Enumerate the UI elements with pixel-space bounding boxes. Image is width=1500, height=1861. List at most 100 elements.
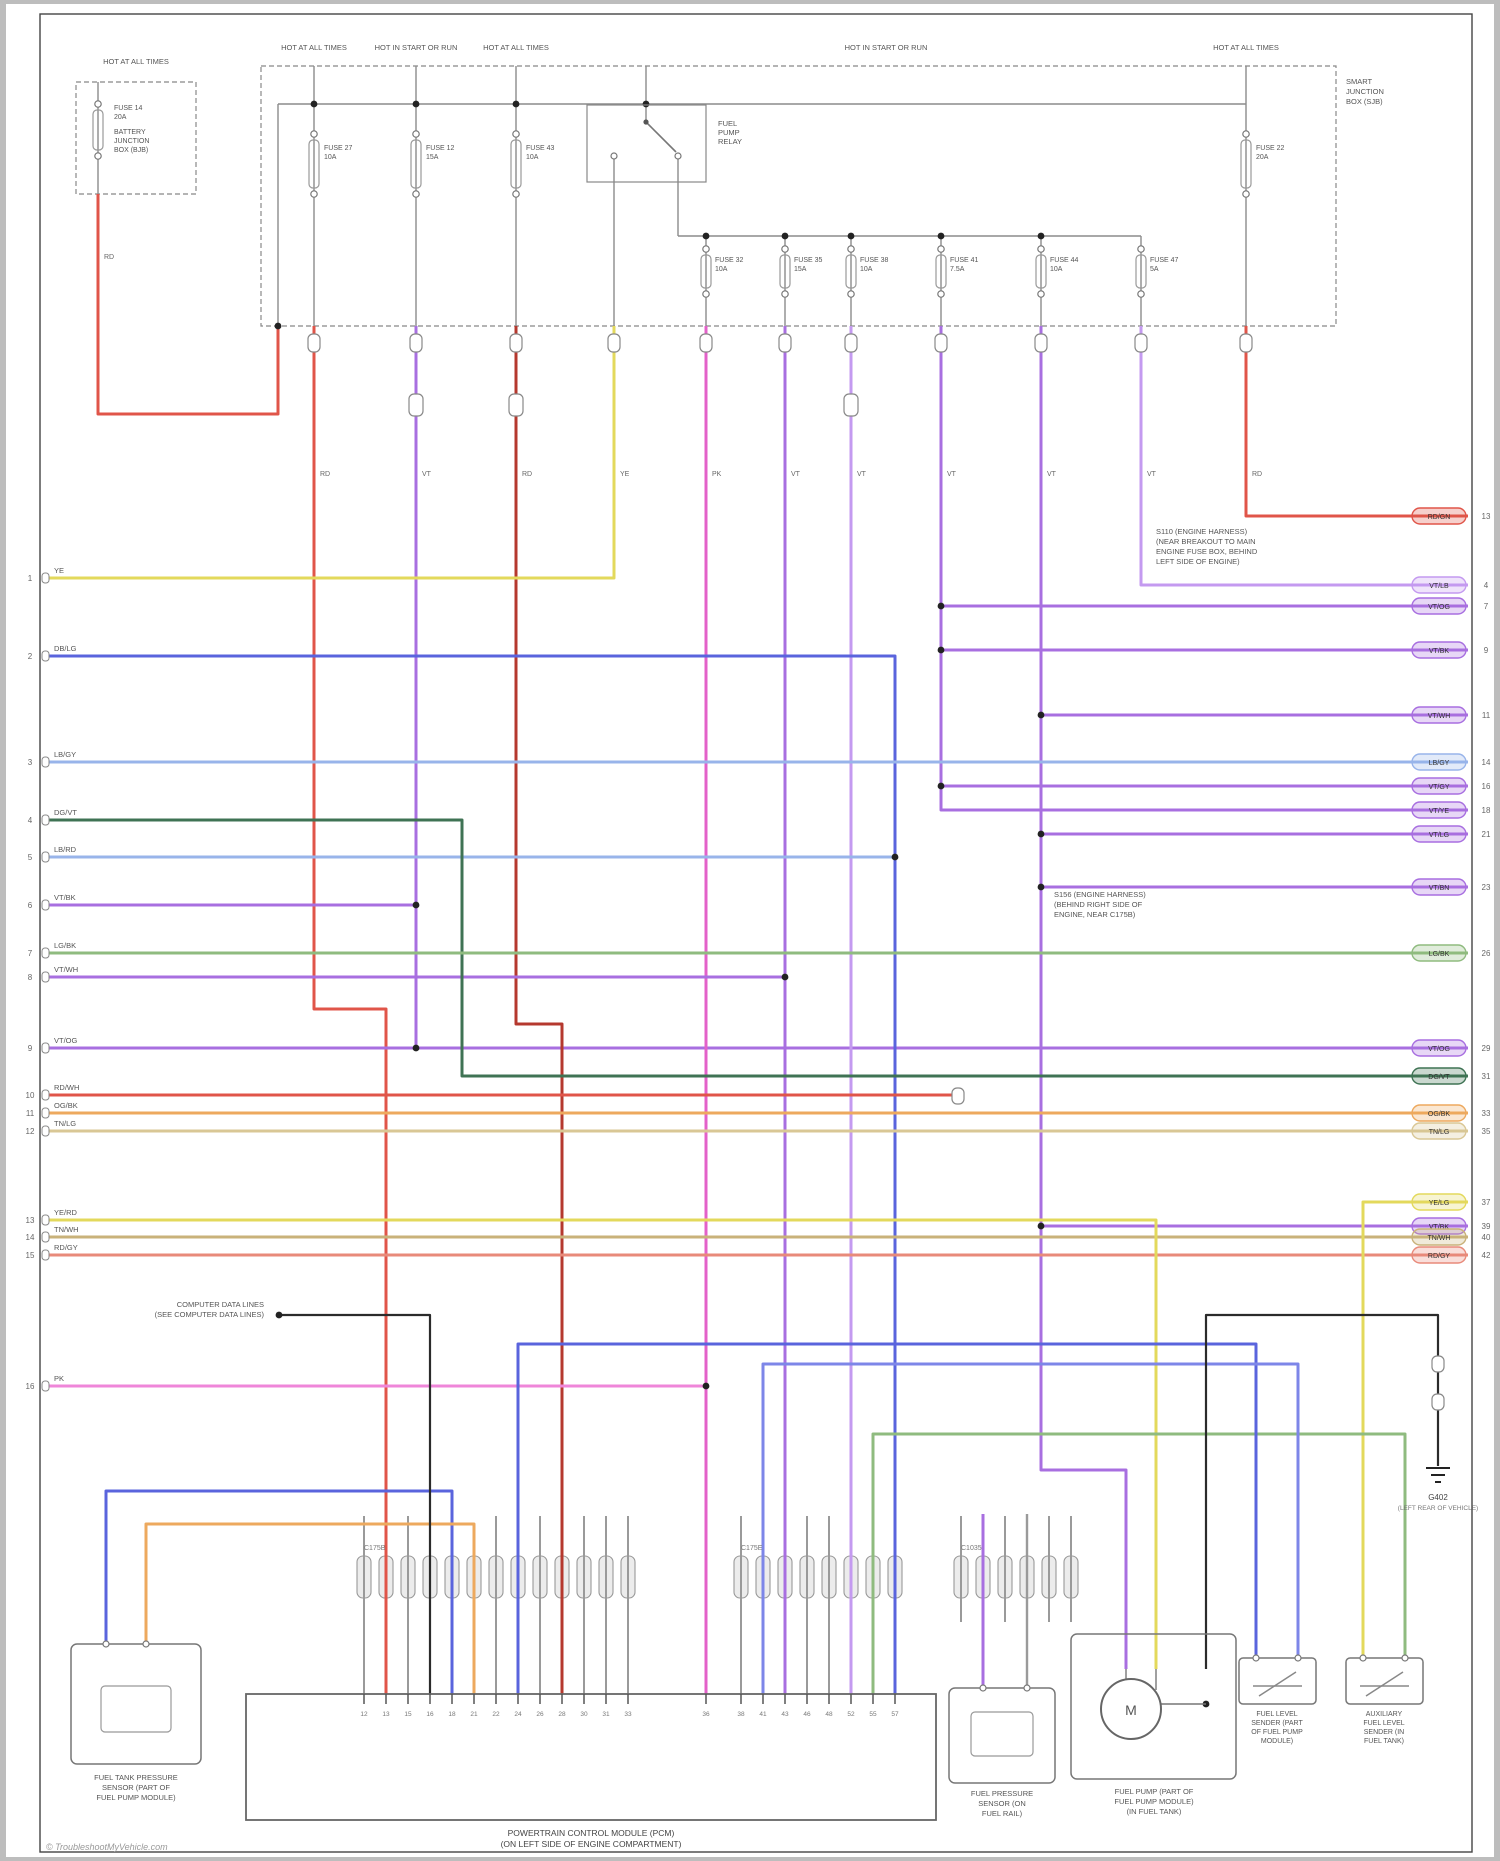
- splice-note: S156 (ENGINE HARNESS): [1054, 890, 1146, 899]
- left-wire-code: LB/GY: [54, 750, 76, 759]
- inline-connector: [844, 333, 858, 353]
- left-wire-code: OG/BK: [54, 1101, 78, 1110]
- left-wire-code: TN/LG: [54, 1119, 76, 1128]
- power-feed-label: HOT AT ALL TIMES: [103, 57, 169, 66]
- fps-element: [970, 1711, 1034, 1757]
- fuse-terminal: [1137, 290, 1145, 298]
- wire-code: RD: [1252, 471, 1262, 478]
- inline-connector: [1134, 333, 1148, 353]
- fuel-pump-label: FUEL PUMP (PART OF: [1115, 1787, 1194, 1796]
- wire-code: VT: [947, 471, 957, 478]
- edge-connector: [41, 971, 50, 983]
- inline-connector: [699, 333, 713, 353]
- connector-code: C175E: [741, 1545, 763, 1552]
- fps-box: [948, 1687, 1056, 1784]
- wire-code-pill: [1411, 597, 1467, 615]
- right-wire-code: VT/GY: [1428, 784, 1449, 791]
- right-pin-number: 4: [1484, 581, 1489, 590]
- fuse-label: 10A: [324, 154, 337, 161]
- right-pin-number: 26: [1482, 949, 1491, 958]
- right-wire-code: OG/BK: [1428, 1111, 1451, 1118]
- left-wire-code: VT/OG: [54, 1036, 78, 1045]
- wire-red-22: [1244, 326, 1468, 518]
- left-wire-code: YE/RD: [54, 1208, 78, 1217]
- splice-note: ENGINE, NEAR C175B): [1054, 910, 1136, 919]
- fuse-terminal: [412, 190, 420, 198]
- splice-dot: [937, 232, 945, 240]
- left-pin-number: 8: [28, 973, 33, 982]
- edge-connector: [41, 1042, 50, 1054]
- inline-connector: [778, 333, 792, 353]
- pcm-pin-number: 15: [404, 1711, 412, 1718]
- right-wire-code: VT/BK: [1429, 648, 1450, 655]
- wire-code: PK: [712, 471, 722, 478]
- inline-connector: [307, 333, 321, 353]
- splice-note: LEFT SIDE OF ENGINE): [1156, 557, 1240, 566]
- fuse-terminal: [781, 290, 789, 298]
- right-pin-number: 11: [1482, 711, 1491, 720]
- right-wire-code: VT/OG: [1428, 604, 1450, 611]
- splice-dot: [1037, 232, 1045, 240]
- left-wire-code: LB/RD: [54, 845, 77, 854]
- fuel-level-sender-label: OF FUEL PUMP: [1251, 1729, 1303, 1736]
- relay-label: RELAY: [718, 137, 742, 146]
- fuse-label: FUSE 47: [1150, 257, 1179, 264]
- inline-connector: [509, 333, 523, 353]
- fuse-label: FUSE 22: [1256, 145, 1285, 152]
- pcm-pin-number: 41: [759, 1711, 767, 1718]
- fuel-pump-motor: [1100, 1678, 1162, 1740]
- right-wire-code: VT/LB: [1429, 583, 1449, 590]
- right-wire-code: DG/VT: [1428, 1074, 1450, 1081]
- pcm-pin-number: 22: [492, 1711, 500, 1718]
- edge-connector: [41, 947, 50, 959]
- aux-fuel-level-sender-box: [1345, 1657, 1424, 1705]
- fuse-terminal: [310, 130, 318, 138]
- wire-code-pill: [1411, 576, 1467, 594]
- edge-connector: [41, 1214, 50, 1226]
- right-pin-number: 35: [1482, 1127, 1491, 1136]
- right-pin-number: 39: [1482, 1222, 1491, 1231]
- splice-dot: [412, 100, 420, 108]
- fuse-terminal: [94, 100, 102, 108]
- fuse-body: [1035, 254, 1047, 289]
- splice-dot: [847, 232, 855, 240]
- wire-blue2-37: [761, 1362, 1300, 1658]
- splice-dot: [1037, 883, 1045, 891]
- fuse-terminal: [310, 190, 318, 198]
- pcm-pin-number: 16: [426, 1711, 434, 1718]
- wire-code-pill: [1411, 753, 1467, 771]
- fuse-terminal: [94, 152, 102, 160]
- wire-code: RD: [320, 471, 330, 478]
- left-wire-code: DG/VT: [54, 808, 77, 817]
- connector-code: C175B: [364, 1545, 386, 1552]
- pcm-pin-number: 12: [360, 1711, 368, 1718]
- data-lines-note: COMPUTER DATA LINES: [177, 1300, 264, 1309]
- wire-code-pill: [1411, 825, 1467, 843]
- wire-code-pill: [1411, 1104, 1467, 1122]
- fps-label: SENSOR (ON: [978, 1799, 1026, 1808]
- left-pin-number: 14: [26, 1233, 35, 1242]
- relay-contact: [610, 152, 618, 160]
- right-wire-code: VT/OG: [1428, 1046, 1450, 1053]
- fuse-body: [1240, 139, 1252, 189]
- wiring-diagram-canvas: HOT AT ALL TIMES HOT AT ALL TIMES HOT IN S…: [26, 13, 1491, 1853]
- left-pin-number: 1: [28, 574, 33, 583]
- left-pin-number: 9: [28, 1044, 33, 1053]
- fuse-label: FUSE 41: [950, 257, 979, 264]
- edge-connector: [41, 572, 50, 584]
- wire-blue-38: [104, 1489, 454, 1644]
- right-pin-number: 13: [1482, 512, 1491, 521]
- edge-connector: [41, 1125, 50, 1137]
- left-wire-code: RD/GY: [54, 1243, 78, 1252]
- fuse-terminal: [702, 290, 710, 298]
- fuel-level-sender-label: MODULE): [1261, 1738, 1293, 1745]
- splice-dot: [937, 602, 945, 610]
- relay-pivot: [643, 119, 649, 125]
- diagram-sheet: HOT AT ALL TIMES HOT AT ALL TIMES HOT IN S…: [6, 4, 1494, 1857]
- diagram-border: [39, 13, 1473, 1853]
- left-pin-number: 5: [28, 853, 33, 862]
- wire-code-pill: [1411, 706, 1467, 724]
- right-pin-number: 29: [1482, 1044, 1491, 1053]
- splice-dot: [412, 1044, 420, 1052]
- inline-connector: [934, 333, 948, 353]
